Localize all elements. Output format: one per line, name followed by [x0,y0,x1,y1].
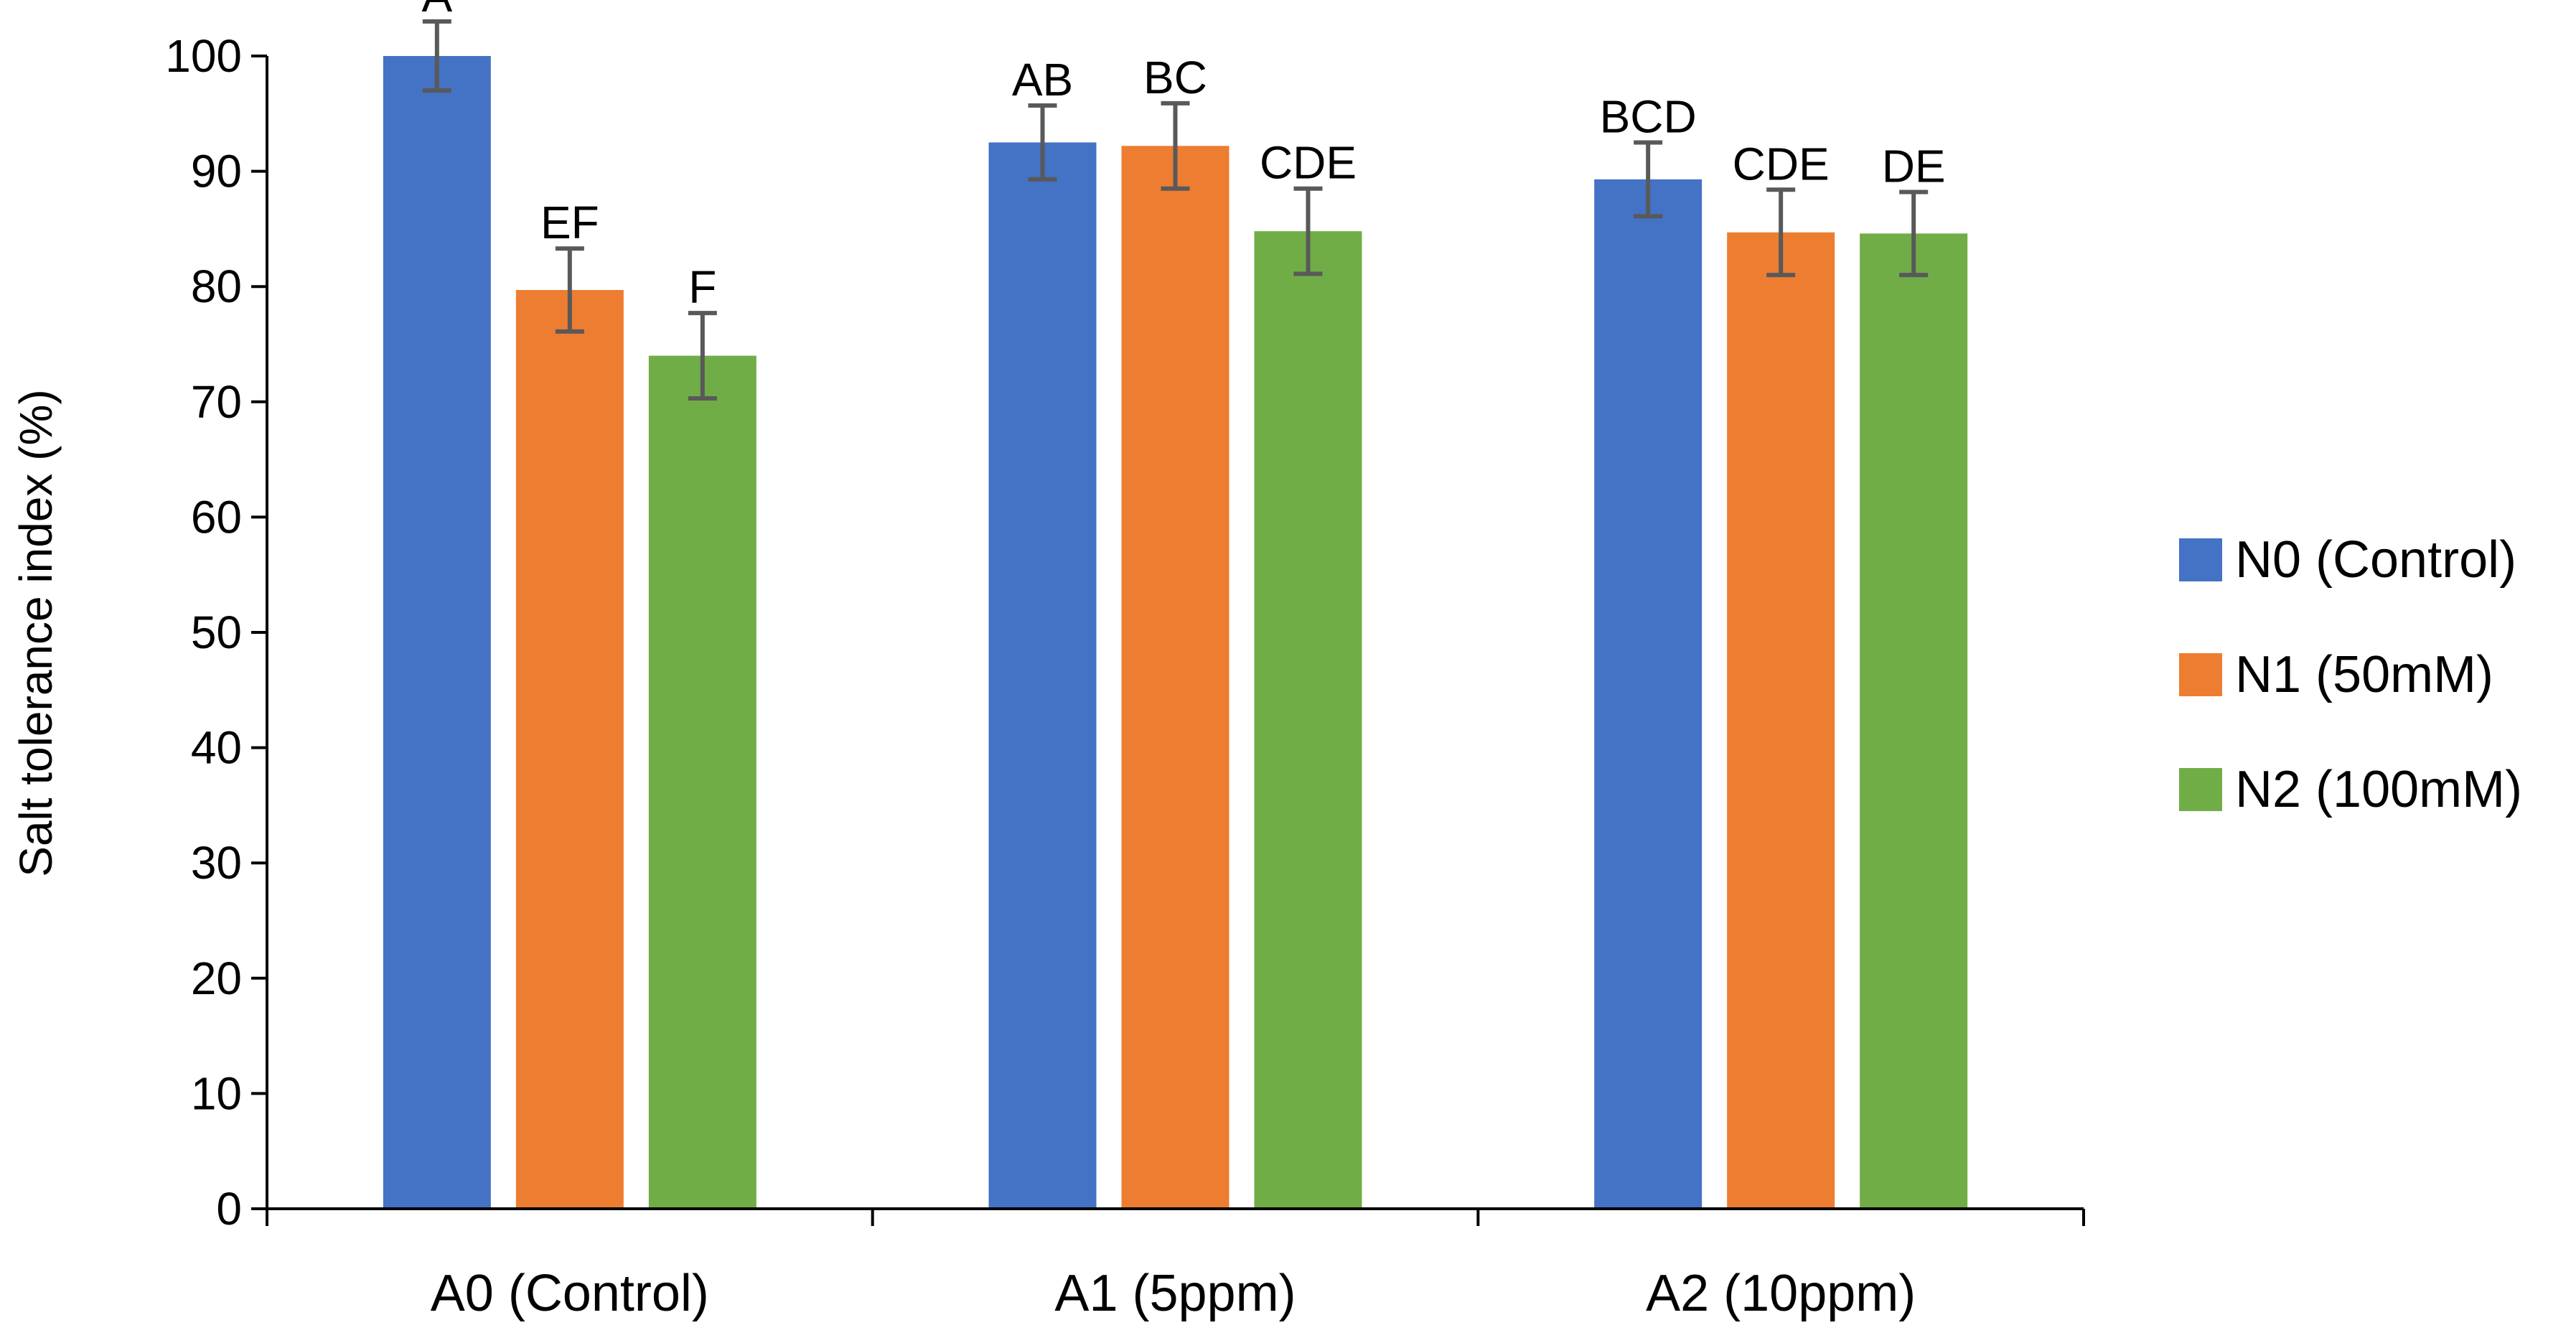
bar-n2 [648,355,757,1209]
legend-entry-label: N1 (50mM) [2235,646,2493,703]
significance-label: AB [1012,54,1073,106]
y-tick-label: 60 [191,491,242,543]
y-tick-label: 10 [191,1067,242,1119]
bar-n0 [988,142,1097,1209]
legend-entry-label: N0 (Control) [2235,531,2516,589]
significance-label: DE [1882,141,1946,192]
significance-label: EF [540,197,599,248]
y-axis-title: Salt tolerance index (%) [10,389,62,876]
x-axis: A0 (Control) A1 (5ppm) A2 (10ppm) [266,1207,2085,1322]
y-tick-label: 80 [191,261,242,312]
plot-area: A AB BCD EF BC CDE F CDE DE [383,0,1968,1209]
y-tick-label: 70 [191,376,242,428]
y-tick-label: 30 [191,837,242,889]
y-tick-label: 50 [191,607,242,658]
bar-n1 [1727,232,1835,1209]
y-tick-label: 20 [191,953,242,1004]
significance-label: CDE [1260,137,1357,189]
bar-n0 [1594,179,1702,1209]
legend-swatch [2179,538,2222,581]
significance-label: A [421,0,452,22]
bar-n1 [515,290,624,1209]
y-tick-label: 100 [165,30,242,82]
significance-label: CDE [1733,138,1830,189]
x-category-label: A1 (5ppm) [1054,1265,1296,1322]
bar-n2 [1254,231,1362,1209]
significance-label: F [688,261,716,313]
x-category-label: A2 (10ppm) [1646,1265,1916,1322]
y-tick-label: 90 [191,146,242,197]
y-tick-label: 40 [191,722,242,774]
y-axis: 0 10 20 30 40 50 60 70 80 90 100 [165,30,268,1235]
bar-n2 [1860,233,1968,1209]
bar-n1 [1121,146,1230,1209]
y-tick-label: 0 [216,1183,242,1235]
legend: N0 (Control) N1 (50mM) N2 (100mM) [2179,531,2522,818]
significance-label: BC [1143,52,1207,103]
bar-n0 [383,56,491,1209]
significance-label: BCD [1600,90,1697,142]
legend-swatch [2179,653,2222,696]
legend-entry-label: N2 (100mM) [2235,761,2522,818]
x-category-label: A0 (Control) [431,1265,709,1322]
legend-swatch [2179,768,2222,811]
